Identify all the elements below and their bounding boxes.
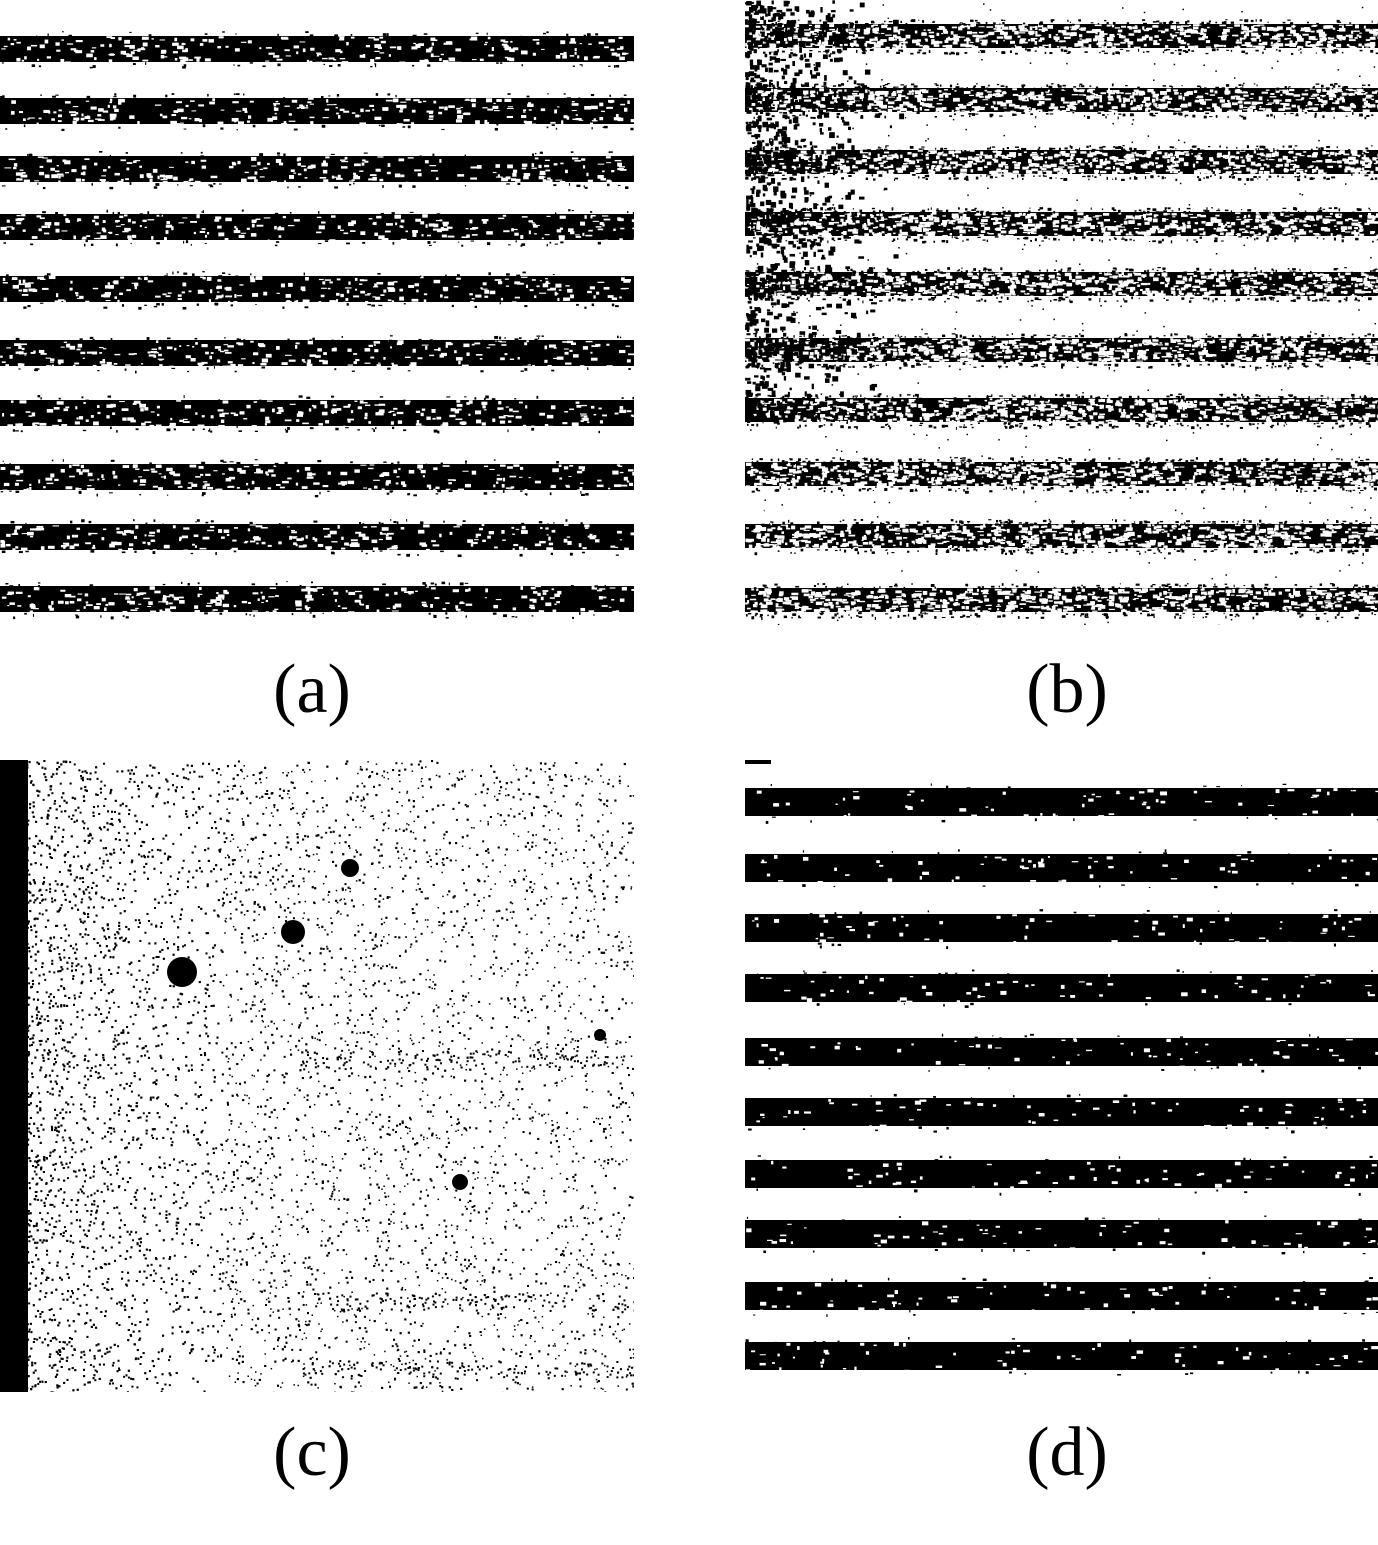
- fringe-stripe: [0, 36, 634, 62]
- fringe-stripe: [745, 1220, 1378, 1248]
- caption-b: (b): [917, 650, 1217, 730]
- fringe-pattern-b: [745, 0, 1378, 625]
- fringe-stripe: [745, 1282, 1378, 1310]
- noise-pattern-c: [0, 760, 634, 1392]
- fringe-stripe: [745, 1342, 1378, 1370]
- fringe-stripe: [0, 340, 634, 366]
- fringe-stripe: [0, 98, 634, 124]
- panel-c-image: [0, 760, 634, 1392]
- fringe-stripe: [745, 914, 1378, 942]
- caption-d: (d): [917, 1413, 1217, 1493]
- fringe-stripe: [745, 1098, 1378, 1126]
- fringe-stripe: [0, 464, 634, 490]
- fringe-pattern-d: [745, 760, 1378, 1376]
- fringe-stripe: [0, 400, 634, 426]
- caption-a: (a): [162, 650, 462, 730]
- caption-c: (c): [162, 1413, 462, 1493]
- fringe-pattern-a: [0, 31, 634, 620]
- panel-d-image: [745, 760, 1378, 1392]
- panel-a-image: [0, 18, 634, 630]
- fringe-stripe: [745, 1160, 1378, 1188]
- fringe-stripe: [745, 588, 1378, 612]
- fringe-stripe: [745, 854, 1378, 882]
- fringe-stripe: [745, 1038, 1378, 1066]
- fringe-stripe: [0, 276, 634, 302]
- fringe-stripe: [745, 788, 1378, 816]
- fringe-stripe: [0, 524, 634, 550]
- panel-b-image: [745, 0, 1378, 625]
